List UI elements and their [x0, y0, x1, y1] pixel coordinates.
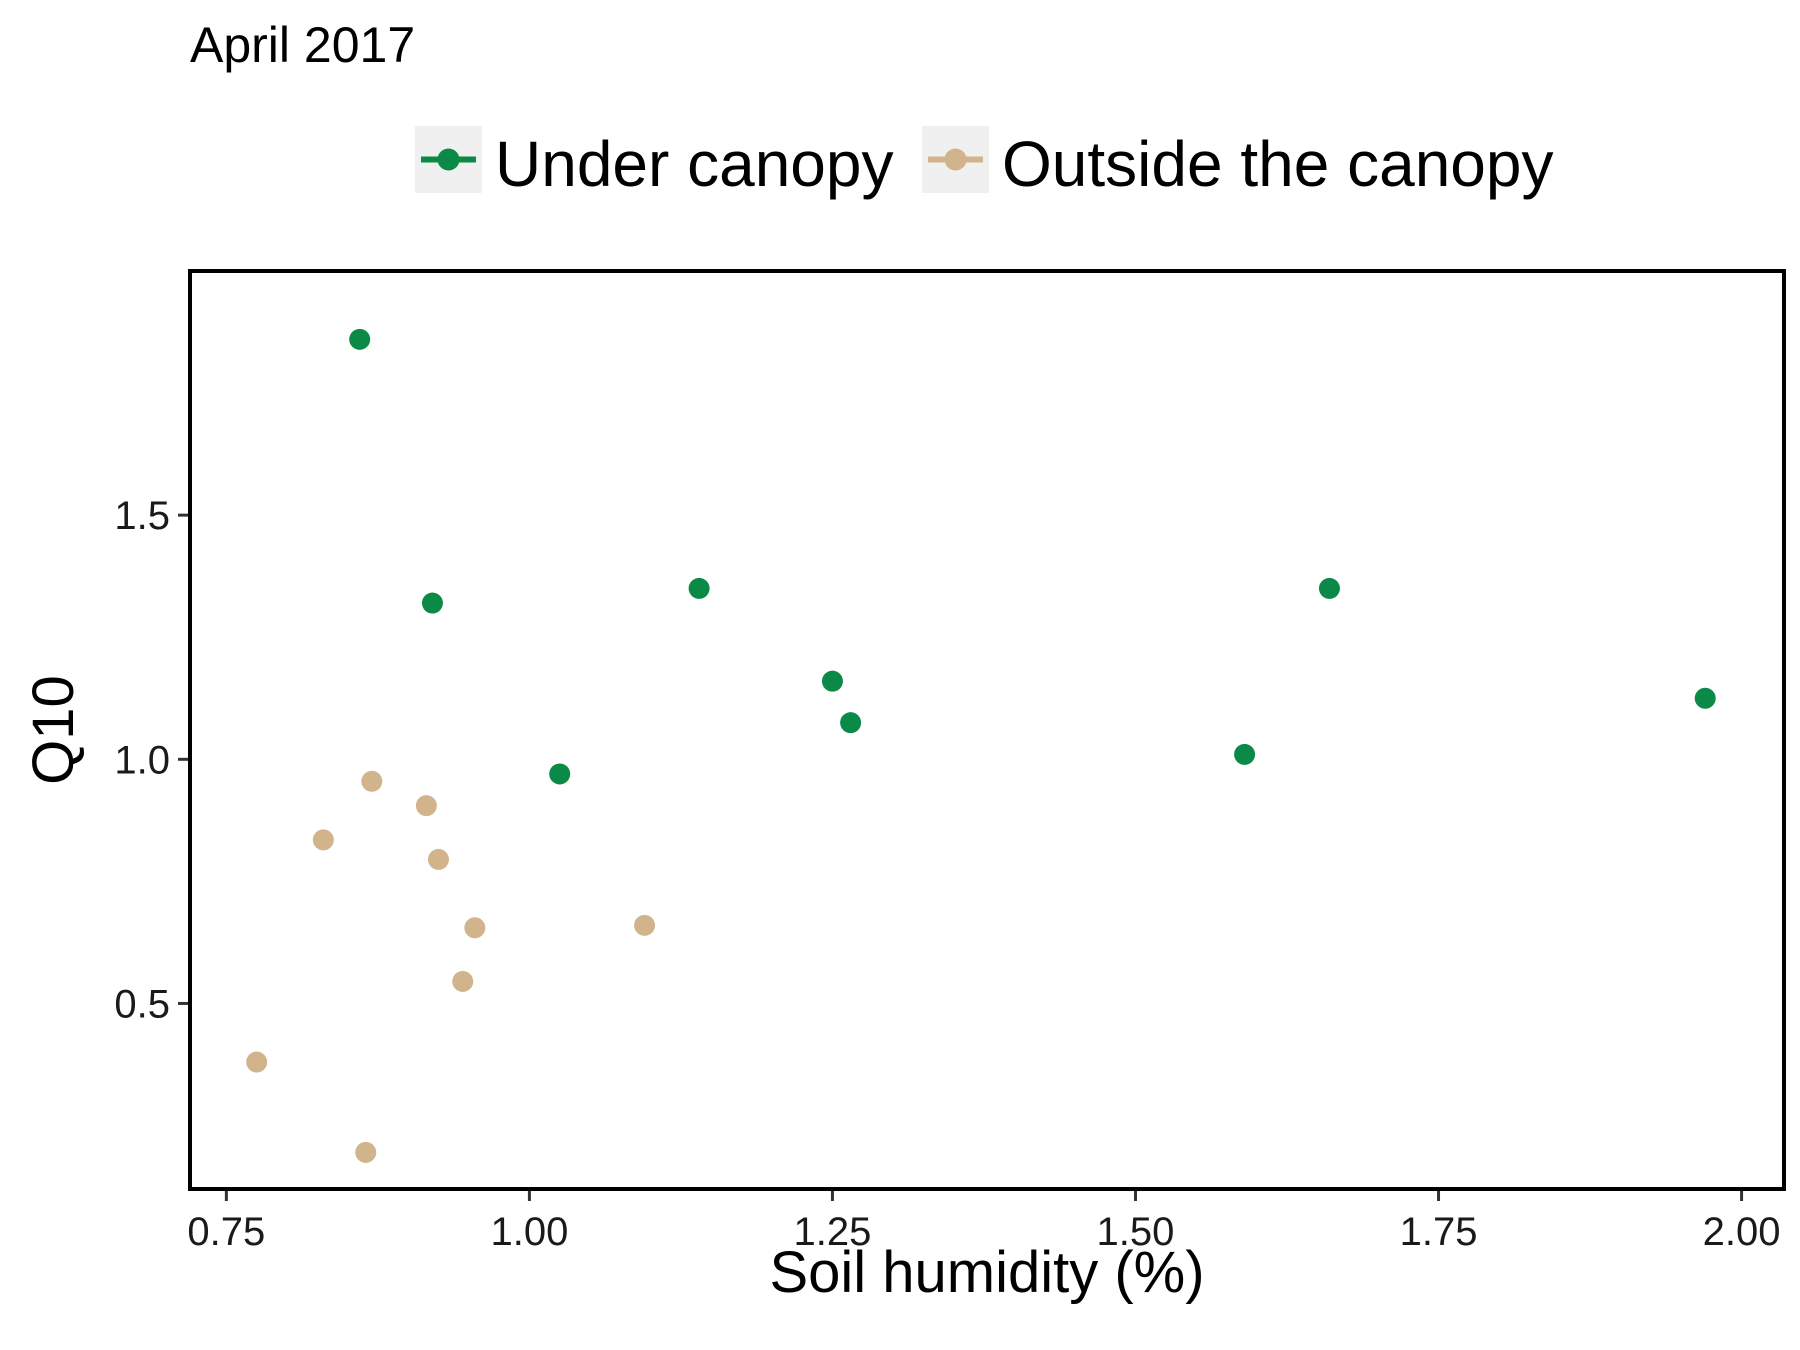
x-tick-label: 1.75	[1400, 1210, 1478, 1254]
x-tick-label: 1.50	[1097, 1210, 1175, 1254]
point-under-canopy	[549, 763, 571, 785]
point-under-canopy	[1234, 743, 1256, 765]
point-under-canopy	[1318, 577, 1340, 599]
chart-title: April 2017	[190, 17, 415, 73]
plot-panel	[188, 269, 1786, 1191]
x-axis: 0.75 1.00 1.25 1.50 1.75 2.00	[187, 1191, 1781, 1254]
point-outside-canopy	[427, 848, 449, 870]
point-outside-canopy	[415, 795, 437, 817]
y-axis-title: Q10	[21, 675, 86, 785]
y-tick-label: 1.0	[114, 738, 170, 782]
legend-item-under-canopy: Under canopy	[415, 126, 893, 200]
legend-label-under-canopy: Under canopy	[495, 128, 893, 200]
y-axis: 0.5 1.0 1.5	[114, 494, 188, 1026]
point-under-canopy	[688, 577, 710, 599]
legend-label-outside-canopy: Outside the canopy	[1002, 128, 1553, 200]
x-tick-label: 0.75	[187, 1210, 265, 1254]
legend: Under canopy Outside the canopy	[415, 126, 1553, 200]
legend-dot-outside-canopy	[944, 148, 967, 171]
legend-dot-under-canopy	[437, 148, 460, 171]
point-under-canopy	[421, 592, 443, 614]
point-outside-canopy	[355, 1141, 377, 1163]
point-outside-canopy	[246, 1051, 268, 1073]
point-outside-canopy	[312, 829, 334, 851]
points-layer	[246, 328, 1716, 1163]
point-outside-canopy	[452, 970, 474, 992]
point-under-canopy	[349, 328, 371, 350]
point-under-canopy	[1694, 687, 1716, 709]
x-tick-label: 1.25	[794, 1210, 872, 1254]
x-tick-label: 2.00	[1703, 1210, 1781, 1254]
point-outside-canopy	[634, 914, 656, 936]
point-outside-canopy	[361, 770, 383, 792]
x-tick-label: 1.00	[490, 1210, 568, 1254]
legend-item-outside-canopy: Outside the canopy	[922, 126, 1553, 200]
point-under-canopy	[821, 670, 843, 692]
y-tick-label: 1.5	[114, 494, 170, 538]
point-under-canopy	[840, 712, 862, 734]
x-axis-title: Soil humidity (%)	[769, 1240, 1204, 1305]
y-tick-label: 0.5	[114, 982, 170, 1026]
point-outside-canopy	[464, 917, 486, 939]
